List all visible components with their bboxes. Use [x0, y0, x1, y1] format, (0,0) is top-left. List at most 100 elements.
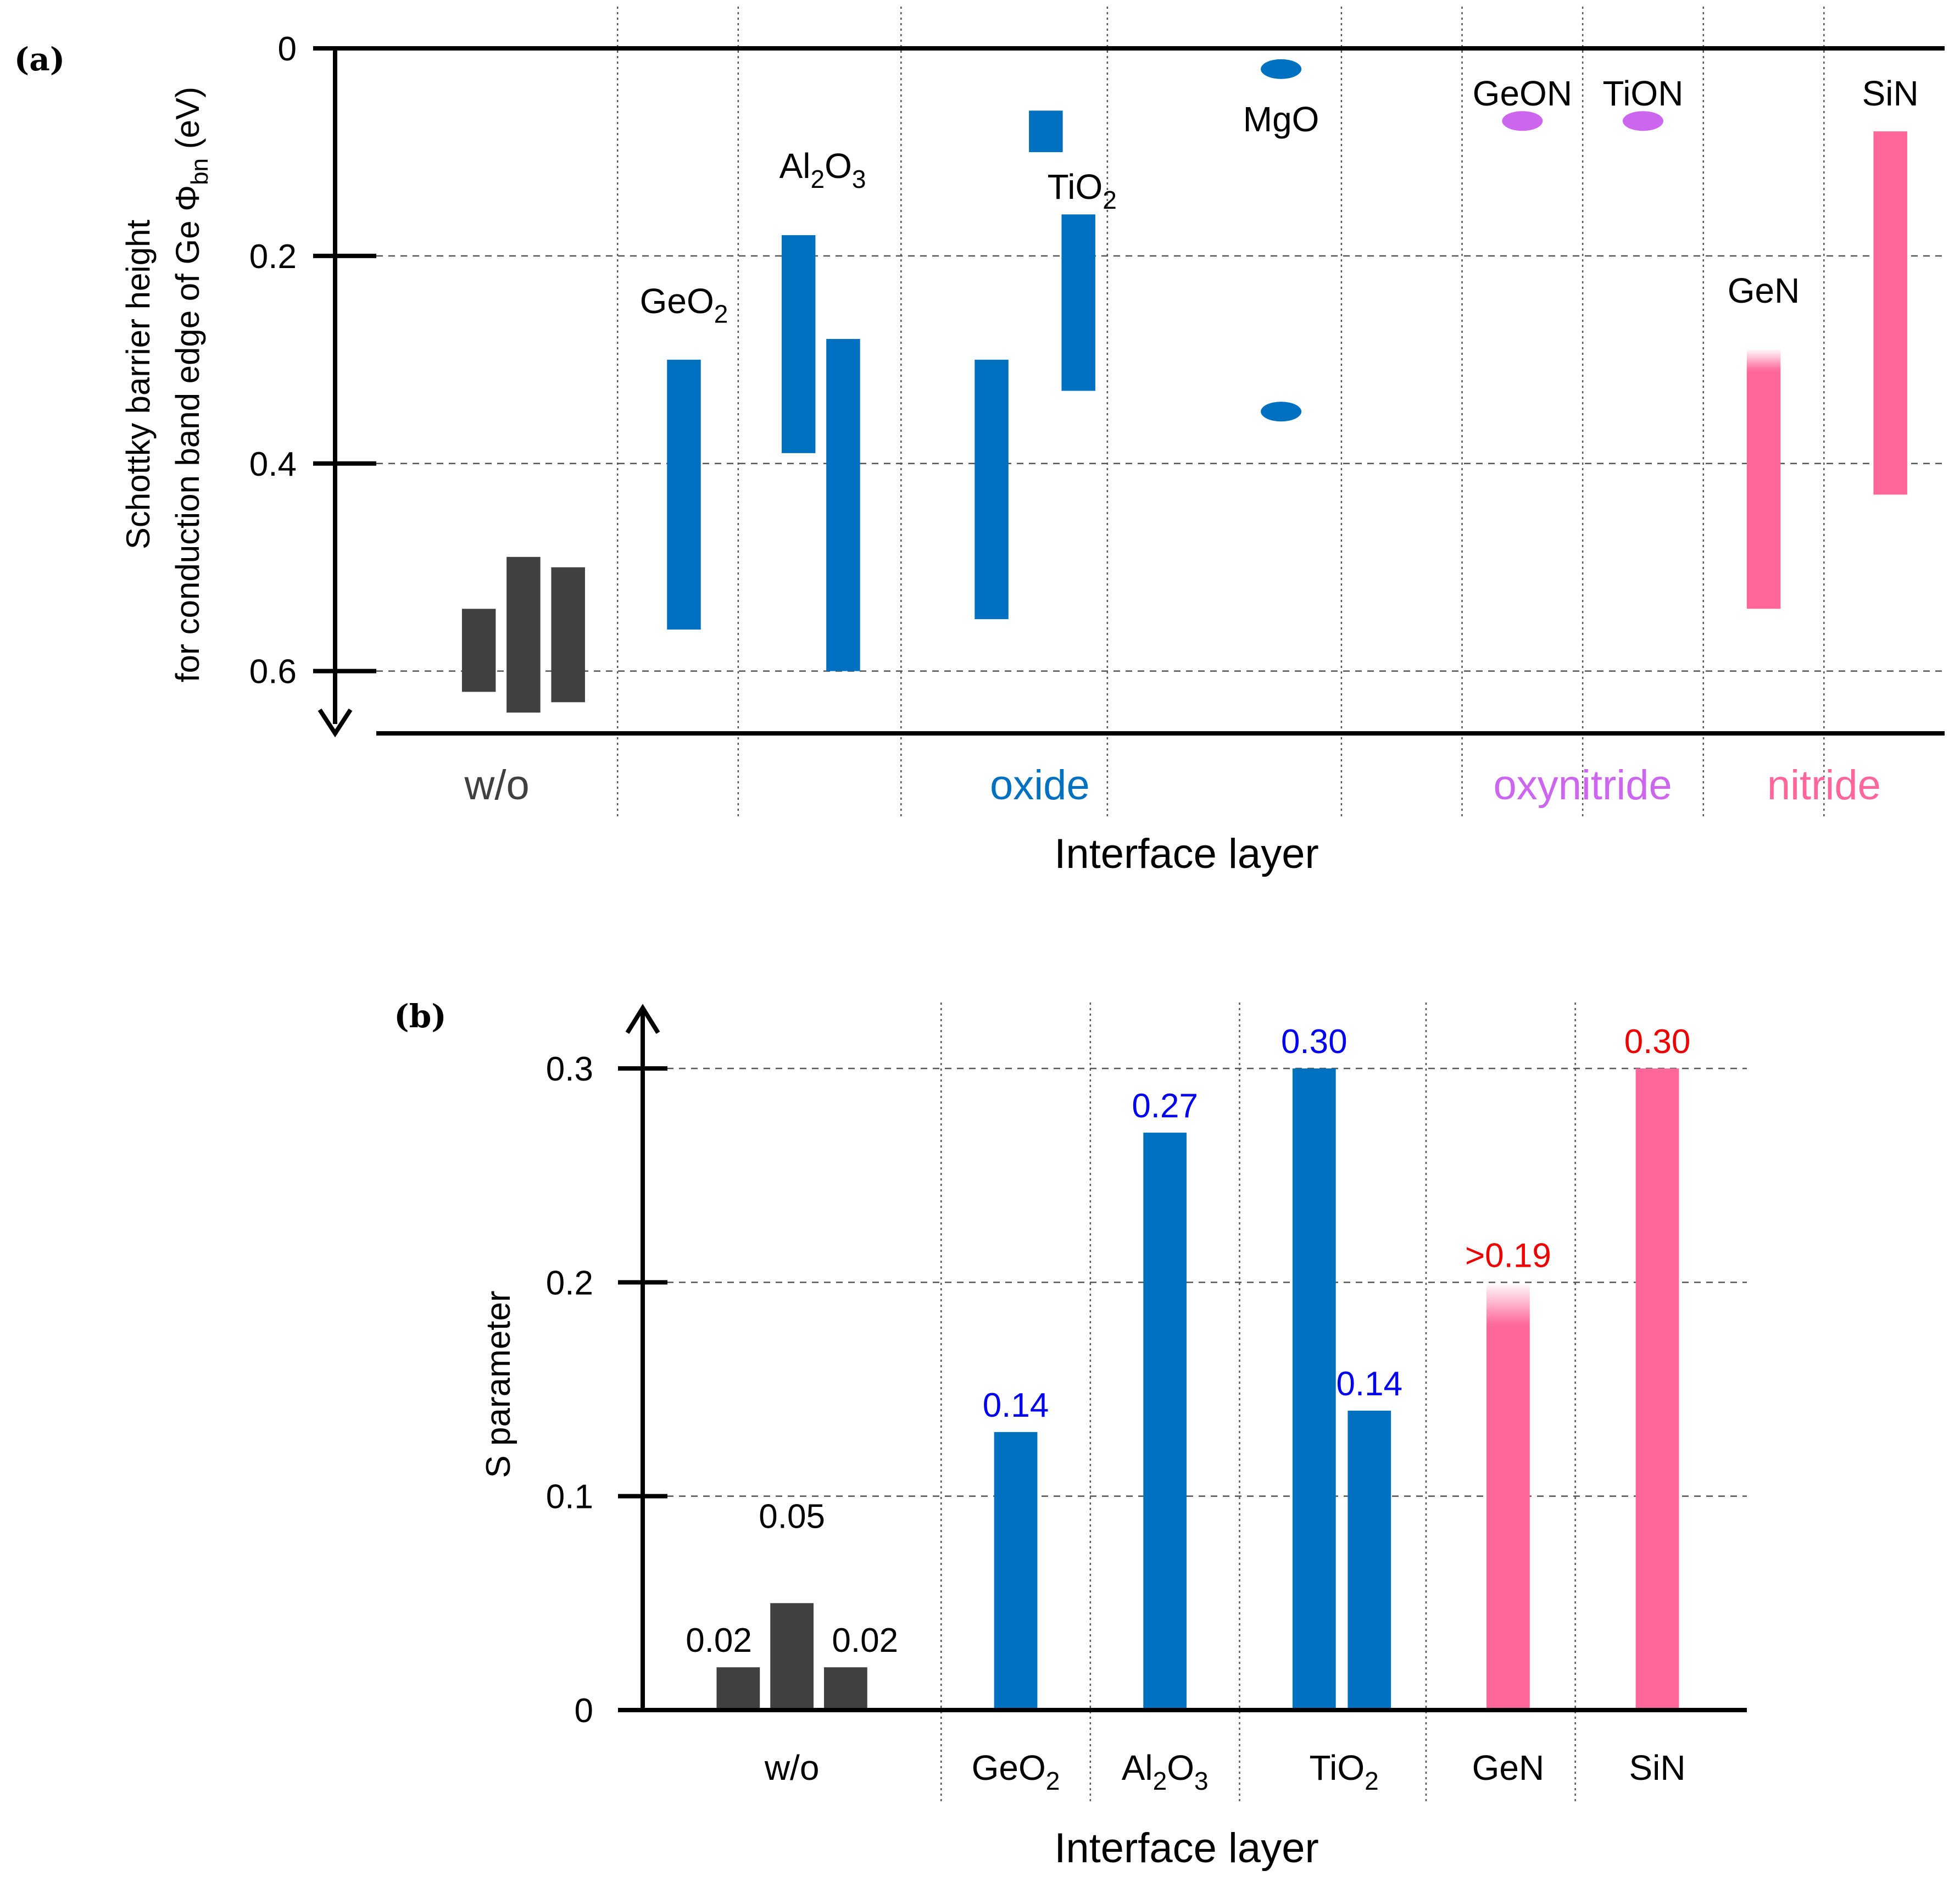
category-label-GeN-main: GeN	[1472, 1748, 1545, 1788]
bar-GeN	[1486, 1325, 1530, 1710]
material-label-AlO-sub2: 3	[852, 165, 866, 193]
y-tick-label-b: 0.2	[546, 1264, 593, 1302]
material-label-GeN: GeN	[1728, 271, 1800, 310]
category-label-AlO-sub: 2	[1153, 1767, 1167, 1795]
group-label-w/o: w/o	[464, 762, 529, 809]
y-axis-arrow-b	[625, 1004, 660, 1034]
bar-Al2O3-2	[826, 339, 860, 671]
y-tick-label-a: 0	[278, 30, 297, 68]
x-axis-label-a: Interface layer	[1054, 831, 1319, 877]
dot-GeON	[1502, 111, 1543, 131]
group-label-oxide: oxide	[990, 762, 1090, 809]
bar-fade-GeN	[1746, 348, 1781, 371]
material-label-GeON: GeON	[1473, 74, 1572, 113]
bar-TiO2-1	[975, 359, 1009, 620]
material-label-MgO-main: MgO	[1243, 99, 1319, 139]
bar-SiN	[1873, 131, 1907, 495]
data-label-w/o-1: 0.02	[686, 1622, 752, 1660]
material-label-AlO-main2: O	[825, 146, 852, 186]
material-label-SiN: SiN	[1862, 74, 1919, 113]
dot-MgO-2	[1261, 402, 1302, 422]
bar-Al2O3	[1143, 1132, 1187, 1710]
bar-fade-GeN	[1486, 1282, 1530, 1326]
y-axis-label-line2-main: for conduction band edge of Ge Φ	[169, 185, 206, 682]
data-label-TiO2-2: 0.14	[1336, 1365, 1402, 1403]
y-tick-label-a: 0.2	[249, 238, 297, 276]
bar-w/o-3	[551, 567, 585, 703]
bar-w/o-2	[506, 556, 541, 713]
data-label-w/o-3: 0.02	[832, 1622, 898, 1660]
material-label-GeO-main: GeO	[640, 281, 714, 321]
bar-w/o-2	[770, 1603, 814, 1710]
y-axis-label-sub: bn	[186, 158, 213, 185]
y-tick-label-b: 0.1	[546, 1478, 593, 1516]
bar-w/o-1	[716, 1667, 760, 1710]
chart-b: (b)0.020.050.020.140.270.300.14>0.190.30…	[394, 998, 1747, 1872]
category-label-GeO: GeO2	[972, 1748, 1060, 1795]
bar-GeO2	[667, 359, 701, 630]
x-axis-label-b: Interface layer	[1054, 1825, 1319, 1872]
bar-SiN	[1635, 1068, 1679, 1710]
y-axis-label-line1: Schottky barrier height	[120, 220, 157, 550]
panel-label-b: (b)	[394, 998, 446, 1035]
material-label-GeO: GeO2	[640, 281, 728, 328]
bar-w/o-1	[461, 609, 496, 692]
category-label-TiO-main: TiO	[1309, 1748, 1365, 1788]
y-axis-label-b: S parameter	[480, 1290, 517, 1478]
material-label-GeO-sub: 2	[714, 300, 728, 328]
y-axis-arrow-a	[318, 708, 353, 738]
material-label-TiO: TiO2	[1048, 167, 1117, 214]
data-label-Al2O3: 0.27	[1132, 1087, 1198, 1125]
category-label-GeO-sub: 2	[1046, 1767, 1060, 1795]
y-tick-label-b: 0.3	[546, 1050, 593, 1088]
category-label-SiN: SiN	[1629, 1748, 1685, 1788]
y-axis-label-line2: for conduction band edge of Ge Φbn (eV)	[169, 87, 213, 682]
material-label-GeN-main: GeN	[1728, 271, 1800, 310]
y-axis-label-unit: (eV)	[169, 87, 206, 158]
y-tick-label-a: 0.4	[249, 446, 297, 483]
data-label-SiN: 0.30	[1624, 1023, 1691, 1061]
material-label-GeON-main: GeON	[1473, 74, 1572, 113]
category-label-AlO-main2: O	[1167, 1748, 1194, 1788]
chart-a: (a) 0 0.2 0.4 0.6 Schottky barrier height for …	[14, 7, 1945, 877]
bar-TiO2-2	[1348, 1410, 1391, 1710]
material-label-AlO-main: Al	[779, 146, 811, 186]
dot-MgO-1	[1261, 59, 1302, 79]
bar-Al2O3-1	[781, 235, 816, 453]
material-label-MgO: MgO	[1243, 99, 1319, 139]
material-label-AlO-sub: 2	[810, 165, 825, 193]
category-label-GeO-main: GeO	[972, 1748, 1046, 1788]
category-label-GeN: GeN	[1472, 1748, 1545, 1788]
dot-TiON	[1622, 111, 1663, 131]
category-label-w/o: w/o	[764, 1748, 820, 1788]
material-label-AlO: Al2O3	[779, 146, 866, 193]
bar-TiO2-3	[1061, 214, 1095, 391]
material-label-TiO-main: TiO	[1048, 167, 1103, 207]
category-label-TiO-sub: 2	[1365, 1767, 1379, 1795]
group-label-nitride: nitride	[1767, 762, 1881, 809]
y-tick-label-b: 0	[575, 1692, 593, 1730]
category-label-AlO: Al2O3	[1122, 1748, 1209, 1795]
bar-TiO2-1	[1292, 1068, 1336, 1710]
bar-GeN	[1746, 370, 1781, 609]
bar-GeO2	[994, 1432, 1038, 1710]
material-label-TiON: TiON	[1602, 74, 1683, 113]
data-label-GeN: >0.19	[1465, 1237, 1551, 1274]
material-label-TiO-sub: 2	[1102, 186, 1117, 214]
material-label-SiN-main: SiN	[1862, 74, 1919, 113]
data-label-w/o-2: 0.05	[759, 1497, 825, 1535]
bar-TiO2-2	[1029, 110, 1063, 152]
category-label-w/o-main: w/o	[764, 1748, 820, 1788]
data-label-TiO2-1: 0.30	[1281, 1023, 1348, 1061]
category-label-TiO: TiO2	[1309, 1748, 1378, 1795]
group-label-oxynitride: oxynitride	[1494, 762, 1672, 809]
y-tick-label-a: 0.6	[249, 653, 297, 691]
category-label-AlO-sub2: 3	[1194, 1767, 1209, 1795]
bar-w/o-3	[824, 1667, 867, 1710]
material-label-TiON-main: TiON	[1602, 74, 1683, 113]
category-label-AlO-main: Al	[1122, 1748, 1153, 1788]
panel-label-a: (a)	[14, 41, 65, 78]
category-label-SiN-main: SiN	[1629, 1748, 1685, 1788]
y-axis-label-a: Schottky barrier height for conduction ba…	[120, 87, 213, 682]
